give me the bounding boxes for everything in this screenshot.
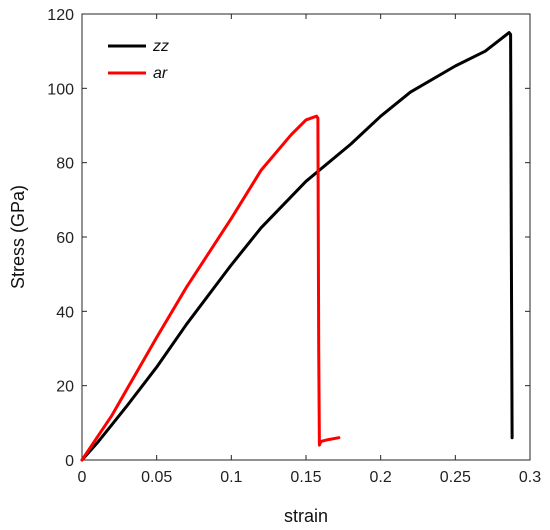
y-tick-label: 60 [56,230,74,247]
x-tick-label: 0.25 [440,469,471,486]
legend-label-ar: ar [153,65,168,82]
y-axis-label: Stress (GPa) [8,185,28,289]
y-tick-label: 20 [56,379,74,396]
x-tick-label: 0.15 [290,469,321,486]
y-tick-label: 40 [56,304,74,321]
legend: zz ar [108,38,169,82]
axes: 0 0.05 0.1 0.15 0.2 0.25 0.3 0 20 40 60 80 100 120 [47,7,541,486]
x-axis-label: strain [284,506,328,526]
legend-label-zz: zz [152,38,169,55]
series-line-zz [80,31,514,462]
x-tick-label: 0 [78,469,87,486]
y-tick-label: 120 [47,7,74,24]
x-tick-label: 0.05 [141,469,172,486]
y-tick-label: 80 [56,156,74,173]
y-tick-label: 0 [65,453,74,470]
series-line-ar [80,114,341,462]
y-tick-label: 100 [47,81,74,98]
series-layer [80,31,514,462]
x-tick-label: 0.3 [519,469,541,486]
x-tick-label: 0.2 [370,469,392,486]
x-tick-label: 0.1 [220,469,242,486]
plot-frame [81,13,531,461]
